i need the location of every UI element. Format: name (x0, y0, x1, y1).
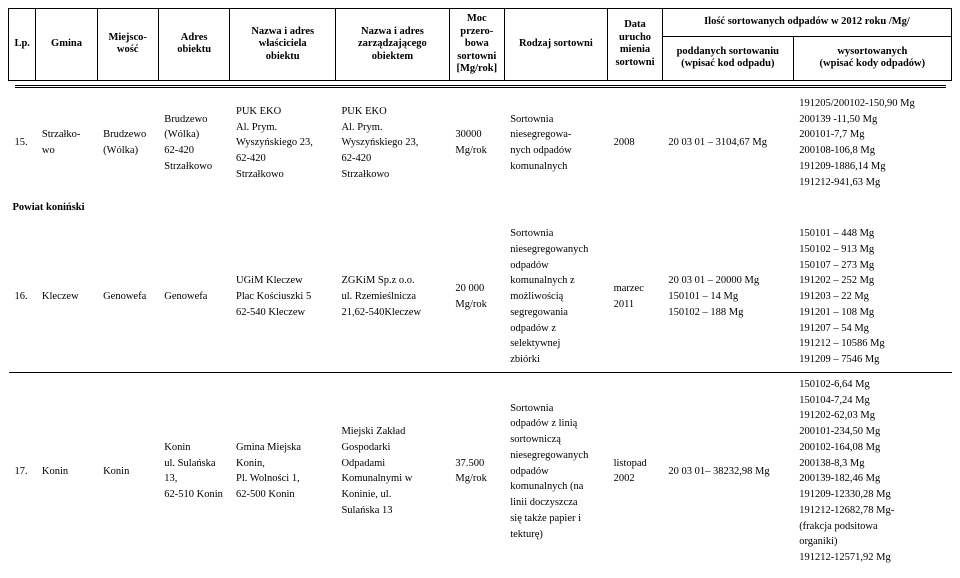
waste-table: Lp. Gmina Miejsco- wość Adres obiektu Na… (8, 8, 952, 570)
cell-wysort: 150102-6,64 Mg 150104-7,24 Mg 191202-62,… (793, 373, 951, 570)
cell-lp: 15. (9, 92, 36, 195)
table-row: 15. Strzałko- wo Brudzewo (Wólka) Brudze… (9, 92, 952, 195)
col-ilosc: Ilość sortowanych odpadów w 2012 roku /M… (662, 9, 951, 37)
cell-rodzaj: Sortownia niesegregowanych odpadów komun… (504, 222, 607, 372)
cell-poddanych: 20 03 01 – 3104,67 Mg (662, 92, 793, 195)
cell-gmina: Kleczew (36, 222, 97, 372)
cell-zarzadzajacy: Miejski Zakład Gospodarki Odpadami Komun… (335, 373, 449, 570)
cell-zarzadzajacy: PUK EKO Al. Prym. Wyszyńskiego 23, 62-42… (335, 92, 449, 195)
col-moc: Moc przero- bowa sortowni [Mg/rok] (449, 9, 504, 81)
cell-wlasciciel: PUK EKO Al. Prym. Wyszyńskiego 23, 62-42… (230, 92, 335, 195)
cell-gmina: Konin (36, 373, 97, 570)
cell-moc: 30000 Mg/rok (449, 92, 504, 195)
col-wysortowanych: wysortowanych (wpisać kody odpadów) (793, 36, 951, 80)
cell-miejscowosc: Genowefa (97, 222, 158, 372)
cell-poddanych: 20 03 01 – 20000 Mg 150101 – 14 Mg 15010… (662, 222, 793, 372)
section-row: Powiat koniński (9, 194, 952, 222)
cell-lp: 16. (9, 222, 36, 372)
col-data: Data urucho mienia sortowni (608, 9, 663, 81)
cell-rodzaj: Sortownia niesegregowa- nych odpadów kom… (504, 92, 607, 195)
col-rodzaj: Rodzaj sortowni (504, 9, 607, 81)
col-adres: Adres obiektu (158, 9, 230, 81)
col-zarzadzajacy: Nazwa i adres zarządzającego obiektem (335, 9, 449, 81)
cell-moc: 20 000 Mg/rok (449, 222, 504, 372)
cell-lp: 17. (9, 373, 36, 570)
cell-wysort: 150101 – 448 Mg 150102 – 913 Mg 150107 –… (793, 222, 951, 372)
cell-poddanych: 20 03 01– 38232,98 Mg (662, 373, 793, 570)
cell-adres: Genowefa (158, 222, 230, 372)
col-wlasciciel: Nazwa i adres właściciela obiektu (230, 9, 335, 81)
table-header: Lp. Gmina Miejsco- wość Adres obiektu Na… (9, 9, 952, 81)
col-gmina: Gmina (36, 9, 97, 81)
cell-data: listopad 2002 (608, 373, 663, 570)
cell-moc: 37.500 Mg/rok (449, 373, 504, 570)
cell-wlasciciel: UGiM Kleczew Plac Kościuszki 5 62-540 Kl… (230, 222, 335, 372)
cell-wysort: 191205/200102-150,90 Mg 200139 -11,50 Mg… (793, 92, 951, 195)
cell-gmina: Strzałko- wo (36, 92, 97, 195)
cell-zarzadzajacy: ZGKiM Sp.z o.o. ul. Rzemieślnicza 21,62-… (335, 222, 449, 372)
col-miejscowosc: Miejsco- wość (97, 9, 158, 81)
col-lp: Lp. (9, 9, 36, 81)
cell-miejscowosc: Brudzewo (Wólka) (97, 92, 158, 195)
cell-miejscowosc: Konin (97, 373, 158, 570)
cell-rodzaj: Sortownia odpadów z linią sortowniczą ni… (504, 373, 607, 570)
cell-wlasciciel: Gmina Miejska Konin, Pl. Wolności 1, 62-… (230, 373, 335, 570)
table-row: 16. Kleczew Genowefa Genowefa UGiM Klecz… (9, 222, 952, 372)
cell-adres: Brudzewo (Wólka) 62-420 Strzałkowo (158, 92, 230, 195)
col-poddanych: poddanych sortowaniu (wpisać kod odpadu) (662, 36, 793, 80)
cell-data: 2008 (608, 92, 663, 195)
cell-data: marzec 2011 (608, 222, 663, 372)
section-label: Powiat koniński (9, 194, 952, 222)
cell-adres: Konin ul. Sulańska 13, 62-510 Konin (158, 373, 230, 570)
table-row: 17. Konin Konin Konin ul. Sulańska 13, 6… (9, 373, 952, 570)
